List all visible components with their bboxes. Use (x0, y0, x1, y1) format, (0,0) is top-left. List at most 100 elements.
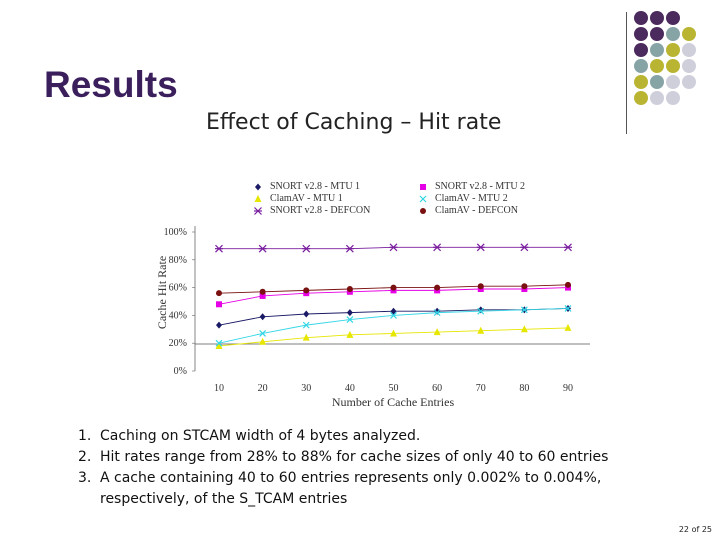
series-clamav-mtu-1 (215, 323, 572, 349)
data-point (434, 287, 441, 294)
y-tick-label: 40% (169, 310, 187, 321)
series-clamav-mtu-2 (215, 305, 572, 347)
data-point (521, 283, 528, 290)
decorative-dot (666, 59, 680, 73)
data-point (477, 285, 484, 292)
decorative-dot (682, 43, 696, 57)
decorative-dot (650, 75, 664, 89)
legend-marker (420, 183, 426, 190)
bullet-list: 1. Caching on STCAM width of 4 bytes anal… (78, 426, 678, 510)
data-point (215, 244, 223, 253)
data-point (477, 326, 485, 334)
legend-item: ClamAV - DEFCON (417, 205, 518, 216)
legend-label: SNORT v2.8 - MTU 2 (435, 181, 526, 192)
decorative-dot (650, 27, 664, 41)
legend-item: ClamAV - MTU 2 (417, 193, 508, 204)
series-line (218, 287, 569, 305)
decorative-dot-grid (634, 11, 696, 105)
series-snort-v2-8-mtu-2 (216, 284, 571, 308)
x-tick-label: 50 (389, 383, 399, 394)
data-point (520, 306, 528, 314)
data-point (216, 321, 222, 329)
data-point (433, 243, 442, 252)
legend-marker (255, 183, 261, 190)
decorative-dot (650, 59, 664, 73)
data-point (390, 311, 397, 319)
data-point (565, 304, 571, 312)
data-point (564, 323, 572, 331)
y-tick-label: 0% (174, 366, 187, 377)
data-point (390, 287, 397, 294)
data-point (259, 313, 266, 321)
decorative-dot (682, 75, 696, 89)
x-tick-label: 70 (476, 383, 486, 394)
data-point (520, 325, 528, 333)
bullet-item: 1. Caching on STCAM width of 4 bytes anal… (78, 428, 421, 444)
decorative-dot (650, 91, 664, 105)
data-point (302, 244, 311, 253)
decorative-dot (634, 91, 648, 105)
x-tick-label: 30 (301, 383, 311, 394)
data-point (521, 285, 528, 292)
divider-line (626, 12, 627, 134)
decorative-dot (650, 43, 664, 57)
y-tick-label: 100% (164, 227, 187, 238)
data-point (215, 341, 223, 349)
page-number: 22 of 25 (678, 525, 712, 534)
data-point (346, 309, 353, 317)
legend-marker (254, 194, 262, 202)
slide-title: Results (44, 64, 178, 105)
data-point (564, 243, 572, 252)
x-tick-label: 90 (563, 383, 573, 394)
data-point (477, 283, 484, 290)
series-snort-v2-8-defcon (215, 243, 572, 253)
legend-marker (420, 207, 426, 214)
legend-item: ClamAV - MTU 1 (252, 193, 343, 204)
data-point (346, 288, 353, 295)
data-point (303, 310, 310, 318)
data-point (390, 329, 397, 337)
data-point (259, 330, 267, 337)
data-point (259, 288, 266, 295)
data-point (476, 243, 485, 252)
data-point (259, 337, 267, 345)
x-tick-label: 80 (519, 383, 529, 394)
data-point (345, 244, 354, 253)
y-tick-label: 60% (169, 283, 187, 294)
legend-label: ClamAV - MTU 2 (435, 193, 508, 204)
legend-label: ClamAV - DEFCON (435, 205, 518, 216)
legend-label: SNORT v2.8 - MTU 1 (270, 181, 361, 192)
decorative-dot (682, 27, 696, 41)
data-point (564, 305, 572, 312)
data-point (302, 321, 310, 329)
series-line (218, 308, 569, 344)
legend-label: SNORT v2.8 - DEFCON (270, 205, 371, 216)
series-line (218, 308, 569, 326)
chart-legend: SNORT v2.8 - MTU 1 SNORT v2.8 - MTU 2 Clam… (252, 181, 582, 217)
data-point (389, 243, 398, 252)
decorative-dot (666, 27, 680, 41)
x-tick-label: 60 (432, 383, 442, 394)
decorative-dot (650, 11, 664, 25)
y-tick-label: 20% (169, 338, 187, 349)
data-point (390, 307, 397, 315)
decorative-dot (634, 27, 648, 41)
data-point (434, 307, 441, 315)
decorative-dot (634, 43, 648, 57)
data-point (346, 316, 354, 323)
bullet-item: 3. A cache containing 40 to 60 entries re… (78, 470, 602, 507)
series-line (218, 327, 569, 347)
data-point (565, 281, 571, 288)
legend-item: SNORT v2.8 - DEFCON (252, 205, 370, 216)
legend-item: SNORT v2.8 - MTU 1 (252, 181, 360, 192)
y-axis-label: Cache Hit Rate (155, 255, 170, 330)
decorative-dot (634, 11, 648, 25)
decorative-dot (682, 59, 696, 73)
series-line (218, 284, 569, 294)
data-point (520, 243, 529, 252)
y-tick-label: 80% (169, 255, 187, 266)
data-point (302, 333, 310, 341)
legend-item: SNORT v2.8 - MTU 2 (417, 181, 525, 192)
decorative-dot (634, 75, 648, 89)
decorative-dot (666, 11, 680, 25)
